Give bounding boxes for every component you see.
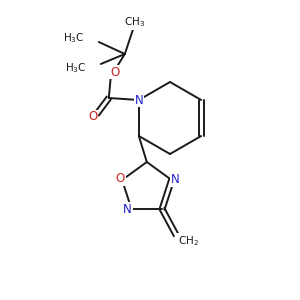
Text: N: N	[134, 94, 143, 106]
Text: H$_3$C: H$_3$C	[65, 61, 87, 75]
Text: O: O	[116, 172, 125, 185]
Text: H$_3$C: H$_3$C	[63, 31, 85, 45]
Text: CH$_3$: CH$_3$	[124, 15, 146, 29]
Text: O: O	[110, 65, 119, 79]
Text: CH$_2$: CH$_2$	[178, 234, 199, 248]
Text: N: N	[123, 202, 132, 215]
Text: N: N	[171, 173, 180, 187]
Text: O: O	[88, 110, 98, 124]
